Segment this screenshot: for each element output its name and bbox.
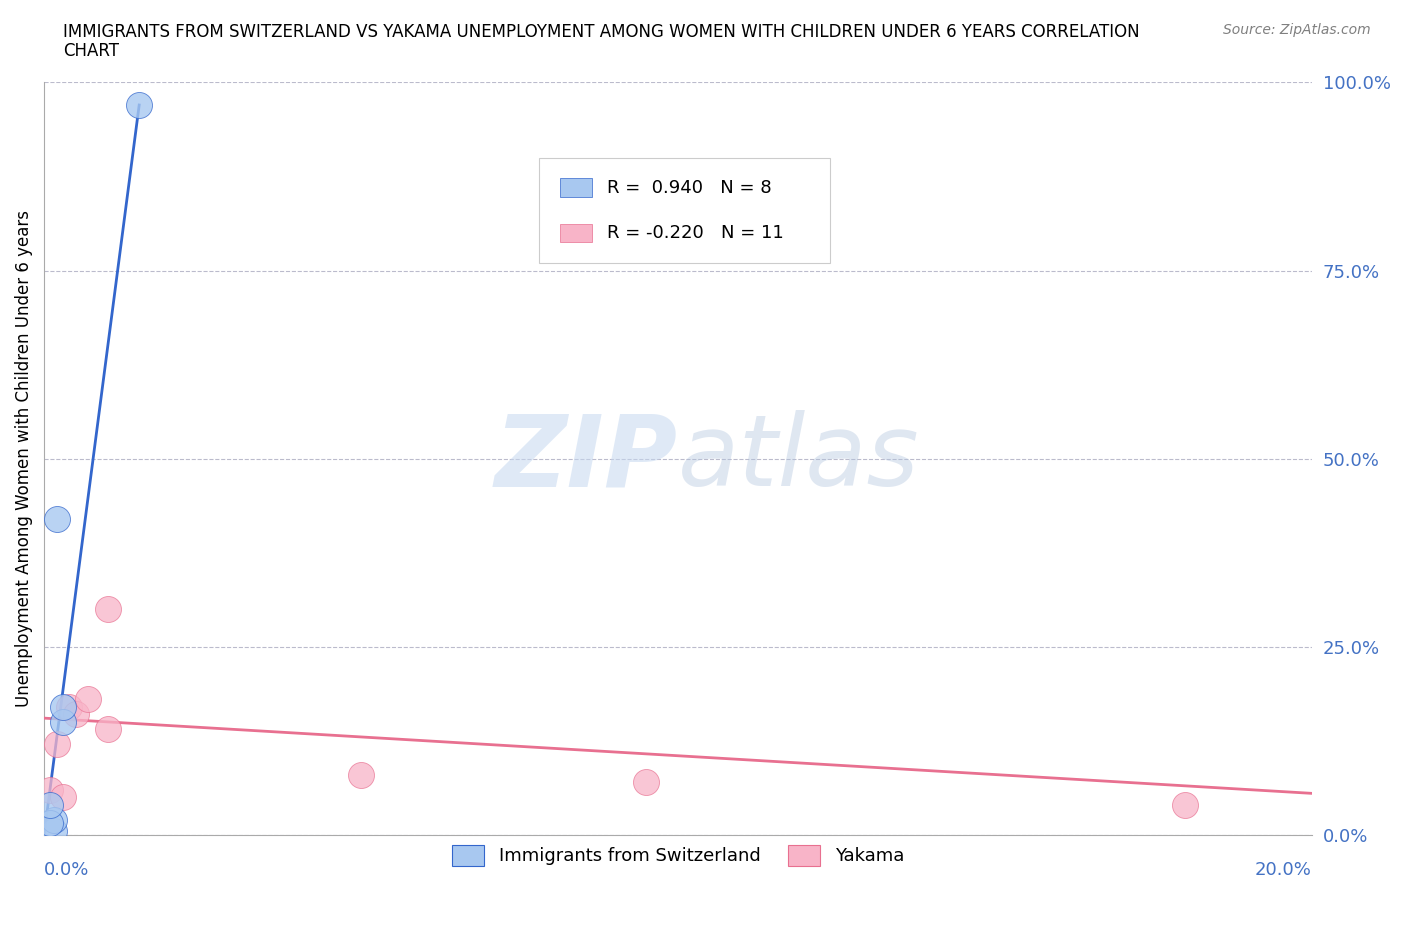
Point xyxy=(636,775,658,790)
Point xyxy=(39,816,62,830)
Point xyxy=(128,98,150,113)
Point xyxy=(96,602,118,617)
FancyBboxPatch shape xyxy=(538,158,830,263)
Text: 0.0%: 0.0% xyxy=(44,861,90,879)
Point xyxy=(52,790,75,804)
Point xyxy=(77,692,100,707)
Text: 20.0%: 20.0% xyxy=(1256,861,1312,879)
Text: R =  0.940   N = 8: R = 0.940 N = 8 xyxy=(607,179,772,197)
Point xyxy=(96,722,118,737)
Point xyxy=(42,812,65,827)
Text: R = -0.220   N = 11: R = -0.220 N = 11 xyxy=(607,224,783,242)
Point xyxy=(65,707,87,722)
Point xyxy=(45,737,67,751)
Bar xyxy=(560,223,592,243)
Point xyxy=(58,699,80,714)
Point xyxy=(1174,797,1197,812)
Point xyxy=(45,512,67,526)
Text: ZIP: ZIP xyxy=(495,410,678,507)
Legend: Immigrants from Switzerland, Yakama: Immigrants from Switzerland, Yakama xyxy=(443,836,912,874)
Bar xyxy=(560,179,592,197)
Text: Source: ZipAtlas.com: Source: ZipAtlas.com xyxy=(1223,23,1371,37)
Point xyxy=(39,797,62,812)
Text: CHART: CHART xyxy=(63,42,120,60)
Point xyxy=(350,767,373,782)
Text: IMMIGRANTS FROM SWITZERLAND VS YAKAMA UNEMPLOYMENT AMONG WOMEN WITH CHILDREN UND: IMMIGRANTS FROM SWITZERLAND VS YAKAMA UN… xyxy=(63,23,1140,41)
Text: atlas: atlas xyxy=(678,410,920,507)
Point xyxy=(42,824,65,839)
Point xyxy=(52,699,75,714)
Y-axis label: Unemployment Among Women with Children Under 6 years: Unemployment Among Women with Children U… xyxy=(15,210,32,707)
Point xyxy=(52,714,75,729)
Point xyxy=(39,782,62,797)
